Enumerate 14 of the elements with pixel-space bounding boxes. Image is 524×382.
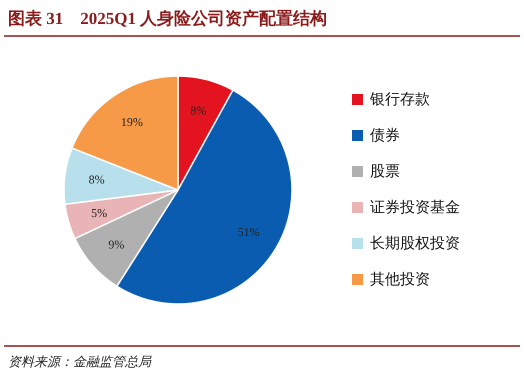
legend-label: 其他投资	[370, 270, 430, 288]
chart-title: 图表 31 2025Q1 人身险公司资产配置结构	[8, 9, 328, 28]
legend-label: 证券投资基金	[370, 198, 460, 216]
data-label: 8%	[88, 172, 105, 187]
data-label: 9%	[108, 237, 124, 252]
data-label: 8%	[190, 104, 206, 118]
legend-label: 债券	[370, 126, 400, 144]
data-label: 51%	[238, 224, 260, 239]
legend-label: 银行存款	[369, 90, 430, 108]
legend-label: 长期股权投资	[370, 234, 460, 252]
legend-label: 股票	[370, 162, 400, 180]
data-label: 19%	[120, 115, 143, 130]
text: 资料来源：金融监管总局	[8, 355, 152, 370]
data-label: 5%	[91, 206, 108, 220]
